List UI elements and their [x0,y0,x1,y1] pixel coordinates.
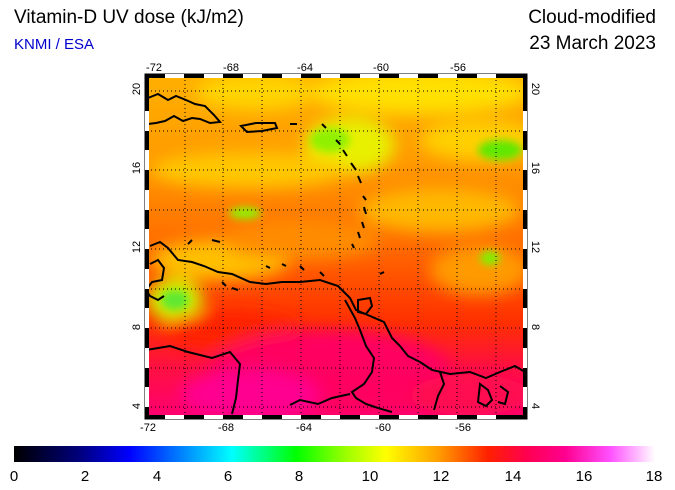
lat-tick-right: 16 [529,162,541,174]
colorbar-tick: 10 [362,468,379,485]
colorbar-tick: 6 [224,468,232,485]
lat-tick-right: 8 [529,324,541,330]
lon-tick-bottom: -64 [296,422,312,434]
coastlines [147,92,525,415]
lon-tick-top: -64 [297,62,313,74]
map-frame [144,73,528,420]
lon-tick-top: -72 [146,62,162,74]
lat-tick-left: 12 [131,241,143,253]
source-label: KNMI / ESA [14,36,95,53]
colorbar-tick: 4 [153,468,161,485]
colorbar-tick: 0 [10,468,18,485]
lat-tick-right: 4 [529,403,541,409]
colorbar-tick: 14 [505,468,522,485]
lon-ticks-bottom: -72 -68 -64 -60 -56 [140,422,471,434]
colorbar-tick: 8 [295,468,303,485]
graticule [147,76,525,417]
lon-tick-top: -56 [450,62,466,74]
lat-tick-right: 12 [529,241,541,253]
lon-tick-top: -68 [223,62,239,74]
lon-ticks-top: -72 -68 -64 -60 -56 [146,62,466,74]
lon-tick-bottom: -68 [218,422,234,434]
lon-tick-bottom: -72 [140,422,156,434]
lat-tick-right: 20 [529,83,541,95]
lat-tick-left: 16 [131,162,143,174]
uv-field [147,76,525,417]
product-label: Cloud-modified [528,7,656,28]
lat-ticks-right: 20 16 12 8 4 [529,83,541,409]
lat-tick-left: 8 [131,324,143,330]
colorbar-tick: 12 [433,468,450,485]
lon-tick-bottom: -60 [375,422,391,434]
lat-tick-left: 4 [131,403,143,409]
colorbar-tick: 2 [81,468,89,485]
colorbar: 0 2 4 6 8 10 12 14 16 18 [10,446,663,485]
lon-tick-bottom: -56 [455,422,471,434]
date-label: 23 March 2023 [529,33,656,54]
colorbar-gradient [14,446,655,462]
map-title: Vitamin-D UV dose (kJ/m2) [14,7,244,28]
colorbar-ticks: 0 2 4 6 8 10 12 14 16 18 [10,468,663,485]
colorbar-tick: 18 [646,468,663,485]
lat-ticks-left: 20 16 12 8 4 [131,83,143,409]
lon-tick-top: -60 [373,62,389,74]
colorbar-tick: 16 [576,468,593,485]
lat-tick-left: 20 [131,83,143,95]
